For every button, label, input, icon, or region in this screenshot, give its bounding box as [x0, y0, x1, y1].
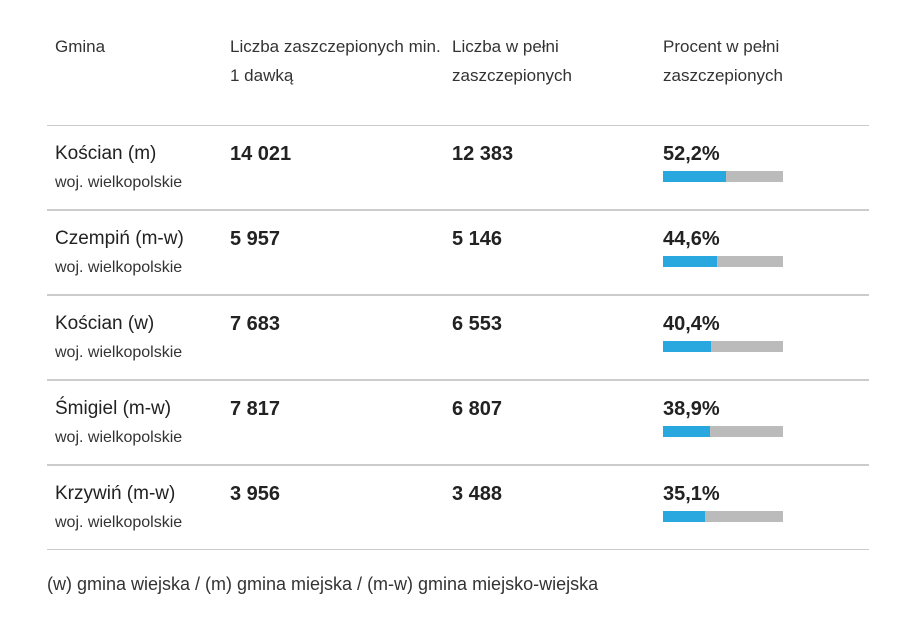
- percent-bar: [663, 171, 783, 182]
- percent-cell: 44,6%: [663, 211, 869, 294]
- percent-cell: 38,9%: [663, 381, 869, 464]
- gmina-cell: Czempiń (m-w) woj. wielkopolskie: [47, 211, 230, 294]
- min1-value: 5 957: [230, 228, 281, 250]
- min1-value: 3 956: [230, 483, 281, 505]
- region: woj. wielkopolskie: [55, 344, 183, 361]
- full-value: 5 146: [452, 228, 503, 250]
- full-value: 3 488: [452, 483, 503, 505]
- percent-bar: [663, 341, 783, 352]
- min1-value: 14 021: [230, 143, 292, 165]
- percent-bar: [663, 256, 783, 267]
- vaccination-table: Gmina Liczba zaszczepionych min. 1 dawką…: [47, 28, 869, 550]
- percent-bar-fill: [663, 341, 712, 352]
- header-gmina: Gmina: [55, 37, 106, 56]
- percent-value: 52,2%: [663, 143, 720, 165]
- percent-bar-fill: [663, 426, 710, 437]
- gmina-cell: Śmigiel (m-w) woj. wielkopolskie: [47, 381, 230, 464]
- gmina-cell: Krzywiń (m-w) woj. wielkopolskie: [47, 466, 230, 549]
- min1-value: 7 817: [230, 398, 281, 420]
- percent-bar-fill: [663, 256, 717, 267]
- percent-bar: [663, 511, 783, 522]
- gmina-cell: Kościan (w) woj. wielkopolskie: [47, 296, 230, 379]
- header-full: Liczba w pełni zaszczepionych: [452, 37, 573, 85]
- gmina-name: Kościan (w): [55, 313, 155, 334]
- gmina-name: Krzywiń (m-w): [55, 483, 176, 504]
- header-percent: Procent w pełni zaszczepionych: [663, 37, 784, 85]
- region: woj. wielkopolskie: [55, 174, 183, 191]
- percent-bar: [663, 426, 783, 437]
- region: woj. wielkopolskie: [55, 429, 183, 446]
- percent-value: 40,4%: [663, 313, 720, 335]
- table-row: Czempiń (m-w) woj. wielkopolskie 5 957 5 …: [47, 211, 869, 296]
- gmina-name: Czempiń (m-w): [55, 228, 184, 249]
- percent-bar-fill: [663, 171, 726, 182]
- table-row: Kościan (m) woj. wielkopolskie 14 021 12 …: [47, 126, 869, 211]
- region: woj. wielkopolskie: [55, 514, 183, 531]
- footnote: (w) gmina wiejska / (m) gmina miejska / …: [47, 574, 599, 594]
- percent-bar-fill: [663, 511, 706, 522]
- percent-cell: 52,2%: [663, 126, 869, 209]
- gmina-name: Kościan (m): [55, 143, 157, 164]
- full-value: 6 553: [452, 313, 503, 335]
- gmina-name: Śmigiel (m-w): [55, 398, 172, 419]
- percent-value: 35,1%: [663, 483, 720, 505]
- region: woj. wielkopolskie: [55, 259, 183, 276]
- percent-value: 44,6%: [663, 228, 720, 250]
- full-value: 12 383: [452, 143, 514, 165]
- gmina-cell: Kościan (m) woj. wielkopolskie: [47, 126, 230, 209]
- full-value: 6 807: [452, 398, 503, 420]
- header-min1: Liczba zaszczepionych min. 1 dawką: [230, 37, 441, 85]
- min1-value: 7 683: [230, 313, 281, 335]
- percent-value: 38,9%: [663, 398, 720, 420]
- table-header: Gmina Liczba zaszczepionych min. 1 dawką…: [47, 28, 869, 126]
- percent-cell: 40,4%: [663, 296, 869, 379]
- table-row: Kościan (w) woj. wielkopolskie 7 683 6 55…: [47, 296, 869, 381]
- table-row: Krzywiń (m-w) woj. wielkopolskie 3 956 3 …: [47, 466, 869, 550]
- percent-cell: 35,1%: [663, 466, 869, 549]
- table-row: Śmigiel (m-w) woj. wielkopolskie 7 817 6 …: [47, 381, 869, 466]
